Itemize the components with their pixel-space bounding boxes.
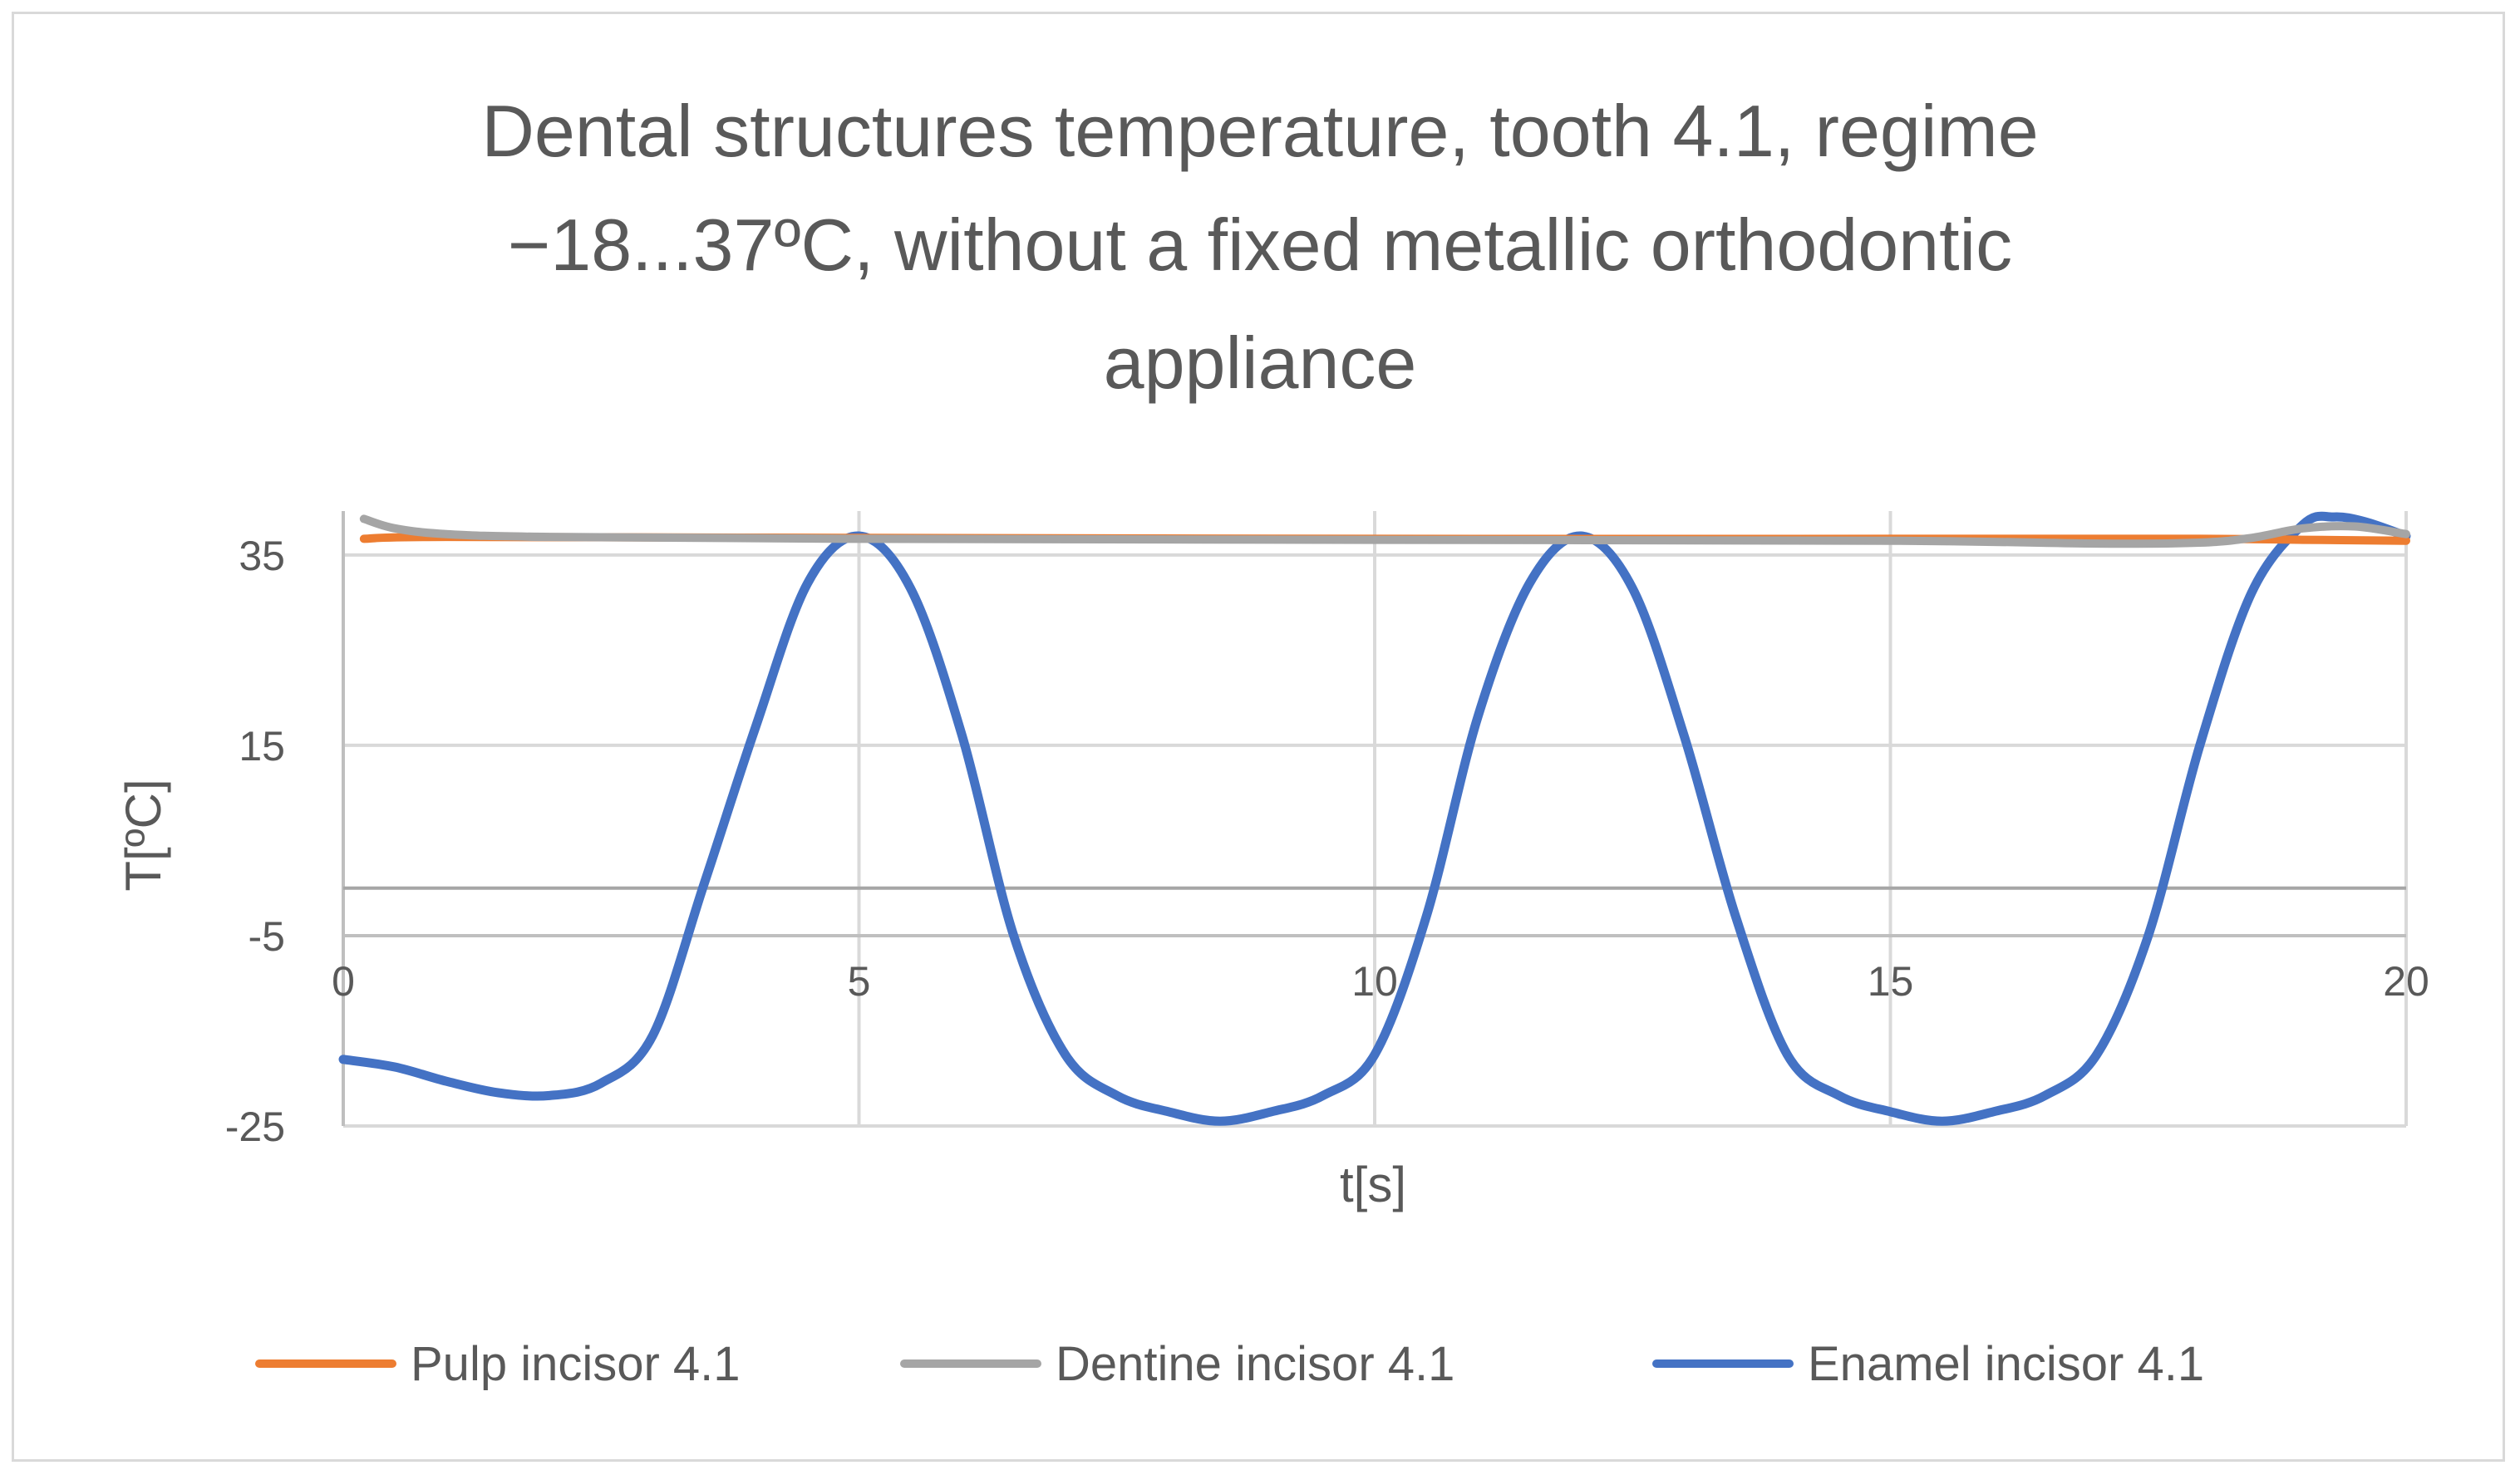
y-tick-label: 15 [239,723,285,769]
series-line-dentine [359,514,2410,548]
x-tick-label: 15 [1868,958,1914,1005]
chart-title-line-3: appliance [1104,322,1417,404]
y-tick-label: -25 [225,1104,285,1150]
x-tick-labels: 0 5 10 15 20 [332,958,2429,1005]
chart-title-line-2: −18...37ºC, without a fixed metallic ort… [508,204,2012,286]
y-tick-label: -5 [249,913,285,960]
legend-label: Dentine incisor 4.1 [1056,1337,1454,1391]
chart-title: Dental structures temperature, tooth 4.1… [481,90,2038,404]
plot-series [338,511,2411,1126]
series-line-enamel [338,511,2411,1126]
chart-frame [12,12,2505,1462]
legend-label: Pulp incisor 4.1 [411,1337,741,1391]
chart-title-line-1: Dental structures temperature, tooth 4.1… [481,90,2038,172]
legend: Pulp incisor 4.1 Dentine incisor 4.1 Ename… [255,1337,2204,1391]
y-tick-label: 35 [239,533,285,579]
y-axis-title: T[ºC] [116,779,171,891]
x-tick-label: 0 [332,958,355,1005]
x-tick-label: 10 [1351,958,1398,1005]
legend-label: Enamel incisor 4.1 [1808,1337,2204,1391]
x-tick-label: 20 [2383,958,2429,1005]
y-tick-labels: -25 -5 15 35 [225,533,285,1150]
x-tick-label: 5 [848,958,871,1005]
x-axis-title: t[s] [1340,1157,1406,1212]
